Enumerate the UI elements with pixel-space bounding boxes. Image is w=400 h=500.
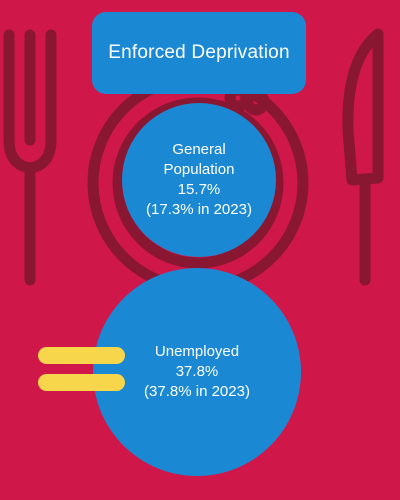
unemployed-label: Unemployed [154,343,240,360]
equals-bar-bottom [38,374,125,391]
general-population-label: General Population [163,141,235,178]
knife-icon [342,28,384,286]
unemployed-prior: (37.8% in 2023) [144,383,250,400]
general-population-circle: General Population 15.7% (17.3% in 2023) [122,103,276,257]
fork-icon [3,29,57,286]
equals-bar-top [38,347,125,364]
unemployed-value: 37.8% [175,363,219,380]
general-population-prior: (17.3% in 2023) [146,201,252,218]
unemployed-circle: Unemployed 37.8% (37.8% in 2023) [93,268,301,476]
general-population-value: 15.7% [177,181,221,198]
title-banner: Enforced Deprivation [92,12,306,94]
page-title: Enforced Deprivation [108,42,290,63]
